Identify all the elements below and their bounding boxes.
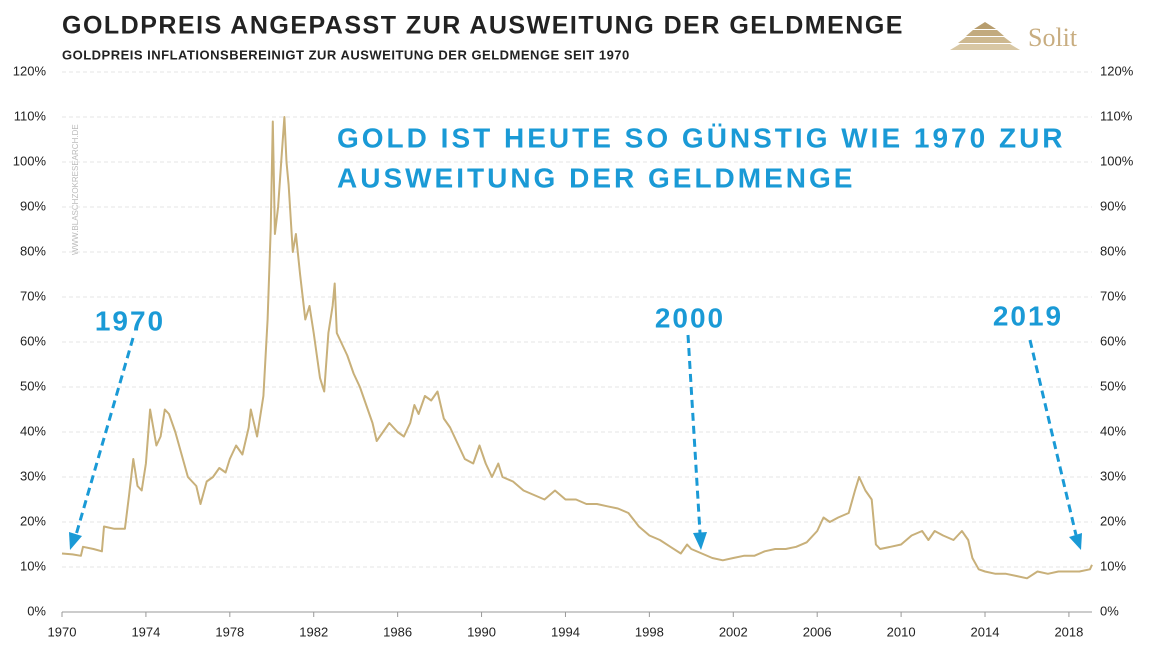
headline: GOLD IST HEUTE SO GÜNSTIG WIE 1970 ZUR — [337, 122, 1066, 153]
x-tick-label: 2014 — [971, 624, 1000, 639]
arrows — [69, 334, 1082, 550]
y-tick-label: 60% — [20, 333, 46, 348]
y2-tick-label: 110% — [1100, 108, 1133, 123]
annotation: 2000 — [655, 302, 725, 333]
logo-icon — [950, 22, 1020, 50]
y2-tick-label: 60% — [1100, 333, 1126, 348]
x-tick-label: 2006 — [803, 624, 832, 639]
y-tick-label: 80% — [20, 243, 46, 258]
y-tick-label: 20% — [20, 513, 46, 528]
x-tick-label: 1998 — [635, 624, 664, 639]
y2-tick-label: 100% — [1100, 153, 1134, 168]
x-tick-label: 1986 — [383, 624, 412, 639]
annotation: 1970 — [95, 305, 165, 336]
y-tick-label: 0% — [27, 603, 46, 618]
x-tick-label: 1994 — [551, 624, 580, 639]
y2-tick-label: 120% — [1100, 63, 1134, 78]
x-tick-label: 1978 — [215, 624, 244, 639]
x-tick-label: 2018 — [1054, 624, 1083, 639]
y2-tick-label: 10% — [1100, 558, 1126, 573]
y2-tick-label: 40% — [1100, 423, 1126, 438]
headline: AUSWEITUNG DER GELDMENGE — [337, 162, 855, 193]
y2-tick-label: 20% — [1100, 513, 1126, 528]
y2-tick-label: 30% — [1100, 468, 1126, 483]
y-tick-label: 30% — [20, 468, 46, 483]
annotation: 2019 — [993, 300, 1063, 331]
y-tick-label: 10% — [20, 558, 46, 573]
y2-tick-label: 50% — [1100, 378, 1126, 393]
y2-tick-label: 90% — [1100, 198, 1126, 213]
y2-tick-label: 0% — [1100, 603, 1119, 618]
x-tick-label: 1970 — [48, 624, 77, 639]
y-tick-label: 50% — [20, 378, 46, 393]
y-tick-label: 90% — [20, 198, 46, 213]
y-tick-label: 40% — [20, 423, 46, 438]
x-tick-label: 1974 — [131, 624, 160, 639]
x-tick-label: 2010 — [887, 624, 916, 639]
y-tick-label: 120% — [13, 63, 47, 78]
logo-text: Solit — [1028, 23, 1078, 52]
watermark: WWW.BLASCHZOKRESEARCH.DE — [71, 124, 80, 255]
line-series — [61, 116, 1093, 580]
chart-title: GOLDPREIS ANGEPASST ZUR AUSWEITUNG DER G… — [62, 12, 904, 40]
y-tick-label: 100% — [13, 153, 47, 168]
x-tick-label: 2002 — [719, 624, 748, 639]
y2-tick-label: 80% — [1100, 243, 1126, 258]
y-tick-label: 110% — [14, 108, 47, 123]
x-tick-label: 1990 — [467, 624, 496, 639]
x-tick-label: 1982 — [299, 624, 328, 639]
chart-subtitle: GOLDPREIS INFLATIONSBEREINIGT ZUR AUSWEI… — [62, 47, 630, 62]
y-tick-label: 70% — [20, 288, 46, 303]
y2-tick-label: 70% — [1100, 288, 1126, 303]
